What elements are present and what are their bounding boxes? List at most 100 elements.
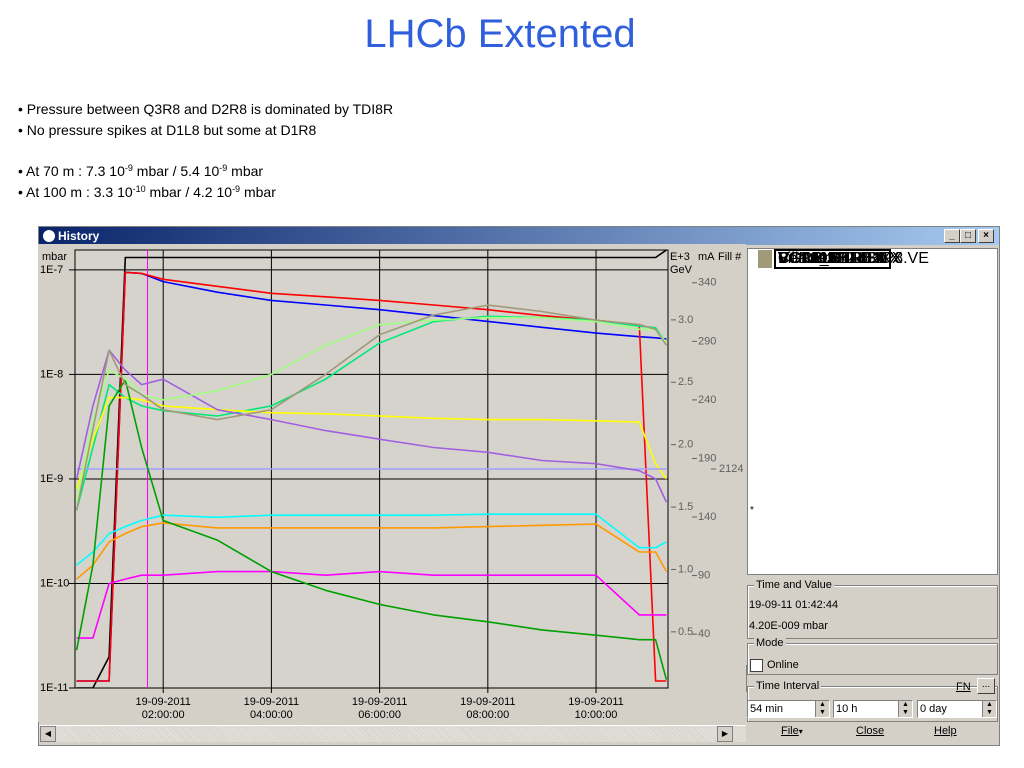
y-tick-label: 1E-8 <box>40 368 63 380</box>
y-tick-label: 1E-11 <box>40 682 69 694</box>
button-text: File <box>781 725 799 737</box>
more-button[interactable]: ... <box>977 678 995 694</box>
scroll-right[interactable]: ▶ <box>717 726 733 742</box>
series-line <box>75 316 668 503</box>
y4-axis-label: Fill # <box>718 251 742 263</box>
y3-tick-label: 90 <box>698 569 710 581</box>
spin-button[interactable]: ▲ ▼ <box>815 701 829 717</box>
series-line <box>76 522 668 580</box>
bullet-dot: • <box>18 184 27 200</box>
scroll-left[interactable]: ◀ <box>40 726 56 742</box>
series-line <box>76 570 667 639</box>
group-label: Time and Value <box>754 579 834 591</box>
bullet-text: mbar <box>240 184 276 200</box>
superscript: -9 <box>219 163 228 173</box>
maximize-button[interactable]: □ <box>960 229 976 243</box>
bullet-text: At 100 m : 3.3 10 <box>26 184 133 200</box>
series-line <box>76 513 667 566</box>
menu-button[interactable]: Help <box>934 725 957 737</box>
bullet-text: mbar / 5.4 10 <box>132 163 220 179</box>
legend-table: Beam_E CurMa.B CurMa.R VGI.219.1L8.X VGPB.33… <box>747 248 998 575</box>
x-tick-label: 19-09-2011 06:00:00 <box>351 696 408 721</box>
window-title: History <box>58 229 100 243</box>
app-icon <box>43 230 55 242</box>
x-tick-label: 19-09-2011 10:00:00 <box>568 696 624 721</box>
y3-tick-label: 340 <box>698 277 716 289</box>
x-tick-label: 19-09-2011 04:00:00 <box>243 696 300 721</box>
bullet-dot: • <box>18 122 27 138</box>
spin-button[interactable]: ▲ ▼ <box>982 701 996 717</box>
group-label: Mode <box>754 637 786 649</box>
interval-field[interactable]: 0 day ▲ ▼ <box>917 700 997 718</box>
online-checkbox[interactable] <box>750 659 763 672</box>
bullet-dot: • <box>18 101 27 117</box>
bullet-text: mbar / 4.2 10 <box>145 184 233 200</box>
button-text: Help <box>934 725 957 737</box>
series-line <box>75 304 668 511</box>
y2-tick-label: 2.0 <box>678 439 693 451</box>
legend-entry: VGI.415.4R8.X <box>774 249 891 269</box>
bullet: • At 70 m : 7.3 10-9 mbar / 5.4 10-9 mba… <box>18 161 393 182</box>
y2-tick-label: 0.5 <box>678 626 693 638</box>
y-tick-label: 1E-7 <box>40 264 63 276</box>
menu-button[interactable]: File▾ <box>781 725 803 737</box>
scrollbar[interactable] <box>39 725 746 742</box>
plot-lines <box>75 250 668 688</box>
slide-title: LHCb Extented <box>364 12 636 56</box>
y2-axis-unit: E+3 <box>670 251 690 263</box>
minimize-button[interactable]: _ <box>944 229 960 243</box>
close-window-button[interactable]: × <box>978 229 994 243</box>
y2-axis-label: GeV <box>670 264 693 276</box>
y3-tick-label: 290 <box>698 335 716 347</box>
legend-swatch <box>758 250 772 268</box>
y3-axis-label: mA <box>698 251 715 263</box>
bullet: • No pressure spikes at D1L8 but some at… <box>18 120 393 141</box>
x-tick-label: 19-09-2011 08:00:00 <box>460 696 516 721</box>
y2-tick-label: 1.0 <box>678 563 693 575</box>
y3-tick-label: 190 <box>698 452 716 464</box>
bullet-text: No pressure spikes at D1L8 but some at D… <box>26 122 317 138</box>
y-tick-label: 1E-10 <box>40 577 69 589</box>
bullet-dot: • <box>18 163 27 179</box>
superscript: -9 <box>232 184 241 194</box>
row-marker: * <box>750 505 754 516</box>
series-line <box>75 378 668 680</box>
field-text: 10 h <box>836 703 858 715</box>
y4-tick-label: 2124 <box>719 463 743 475</box>
mode-group <box>747 643 998 675</box>
cursor-time: 19-09-11 01:42:44 <box>749 599 839 611</box>
y2-tick-label: 1.5 <box>678 501 693 513</box>
y2-tick-label: 3.0 <box>678 314 693 326</box>
y-tick-label: 1E-9 <box>40 473 63 485</box>
bullet-text: At 70 m : 7.3 10 <box>26 163 125 179</box>
y-axis-label: mbar <box>42 251 67 263</box>
bullet: • Pressure between Q3R8 and D2R8 is domi… <box>18 99 393 120</box>
interval-field[interactable]: 54 min ▲ ▼ <box>747 700 830 718</box>
cursor-value: 4.20E-009 mbar <box>749 620 828 632</box>
spin-button[interactable]: ▲ ▼ <box>898 701 912 717</box>
y2-tick-label: 2.5 <box>678 376 693 388</box>
bullet: • At 100 m : 3.3 10-10 mbar / 4.2 10-9 m… <box>18 182 393 203</box>
series-line <box>75 396 668 490</box>
field-text: 54 min <box>750 703 784 715</box>
button-text: Close <box>856 725 885 737</box>
series-line <box>75 349 668 503</box>
time-value-group <box>747 585 998 639</box>
menu-button[interactable]: Close <box>856 725 884 737</box>
interval-field[interactable]: 10 h ▲ ▼ <box>833 700 913 718</box>
fn-label: FN <box>956 681 971 693</box>
title-bar: History _ □ × <box>39 227 999 245</box>
superscript: -10 <box>132 184 146 194</box>
x-tick-label: 19-09-2011 02:00:00 <box>135 696 191 721</box>
group-label: Time Interval <box>754 680 822 692</box>
superscript: -9 <box>124 163 133 173</box>
dropdown-arrow: ▾ <box>798 727 803 736</box>
checkbox-label: Online <box>767 659 799 671</box>
y3-tick-label: 240 <box>698 394 716 406</box>
bullet-text: Pressure between Q3R8 and D2R8 is domina… <box>26 101 394 117</box>
y3-tick-label: 40 <box>698 628 710 640</box>
y3-tick-label: 140 <box>698 511 716 523</box>
field-text: 0 day <box>920 703 947 715</box>
